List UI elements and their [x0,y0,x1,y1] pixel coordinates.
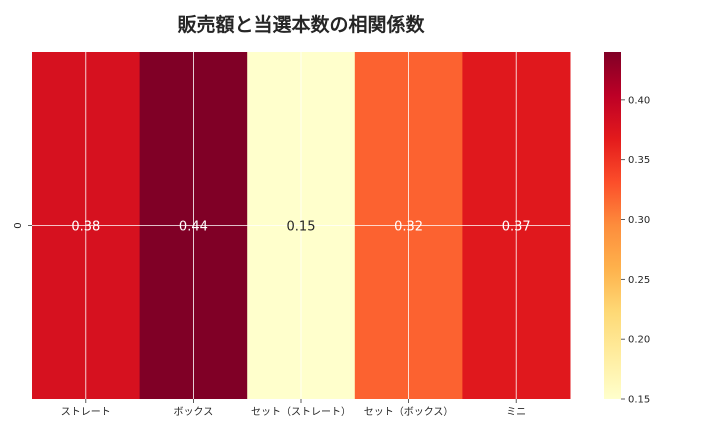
y-tick-label: 0 [13,222,24,228]
colorbar-tick-label: 0.40 [628,95,650,106]
cell-value-label: 0.15 [287,220,316,235]
colorbar-tick-label: 0.30 [628,215,650,226]
x-axis-ticks: ストレート ボックス セット（ストレート） セット（ボックス） ミニ [61,399,526,418]
cell-value-label: 0.38 [71,220,100,235]
colorbar [604,52,621,399]
x-tick-label: セット（ストレート） [251,406,351,418]
cell-labels: 0.38 0.44 0.15 0.32 0.37 [71,220,530,235]
x-tick-label: ボックス [174,406,214,418]
colorbar-tick-label: 0.15 [628,395,650,406]
chart-title: 販売額と当選本数の相関係数 [177,13,425,36]
cell-value-label: 0.44 [179,220,208,235]
x-tick-label: ミニ [506,407,526,418]
colorbar-tick-label: 0.35 [628,155,650,166]
colorbar-ticks: 0.15 0.20 0.25 0.30 0.35 0.40 [621,95,650,406]
cell-value-label: 0.32 [394,220,423,235]
colorbar-tick-label: 0.20 [628,335,650,346]
y-axis-ticks: 0 [13,222,32,229]
cell-value-label: 0.37 [502,220,531,235]
colorbar-tick-label: 0.25 [628,275,650,286]
x-tick-label: ストレート [61,407,111,418]
gridlines [32,52,570,399]
x-tick-label: セット（ボックス） [364,406,454,418]
